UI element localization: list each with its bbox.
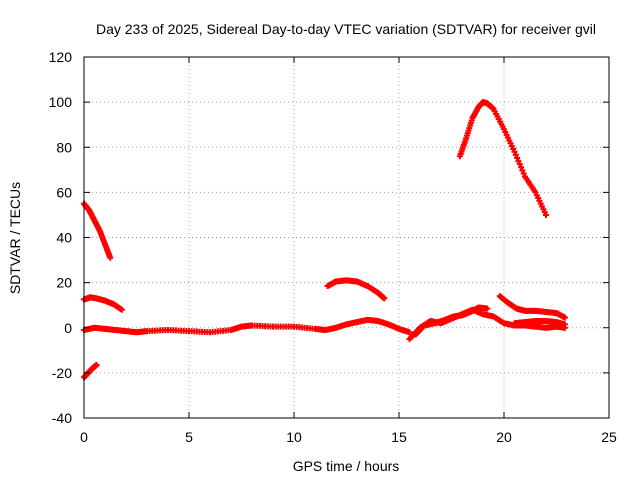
series-arc-start-mid bbox=[81, 294, 125, 313]
y-tick-label: 100 bbox=[49, 94, 73, 110]
series-arc-peak bbox=[456, 99, 549, 218]
axis-ticks: 0 5 10 15 20 25 -40 -20 0 20 40 60 80 100 120 bbox=[49, 49, 617, 445]
data-point bbox=[519, 167, 526, 174]
series-arc-evening-low bbox=[511, 317, 568, 328]
y-tick-label: -40 bbox=[52, 410, 72, 426]
data-point bbox=[516, 161, 523, 168]
chart-title: Day 233 of 2025, Sidereal Day-to-day VTE… bbox=[96, 21, 596, 37]
data-point bbox=[93, 361, 100, 368]
y-tick-label: 0 bbox=[64, 320, 72, 336]
x-tick-label: 20 bbox=[496, 429, 512, 445]
y-axis-label: SDTVAR / TECUs bbox=[7, 182, 23, 294]
series-arc-start-high bbox=[81, 200, 114, 261]
y-tick-label: 120 bbox=[49, 49, 73, 65]
x-tick-label: 25 bbox=[601, 429, 617, 445]
data-point bbox=[118, 306, 125, 313]
y-tick-label: 60 bbox=[56, 184, 72, 200]
data-point bbox=[484, 305, 491, 312]
data-point bbox=[518, 164, 525, 171]
series-arc-midday bbox=[324, 277, 388, 302]
series-arc-evening bbox=[496, 293, 568, 321]
x-axis-label: GPS time / hours bbox=[293, 458, 400, 474]
data-point bbox=[515, 158, 522, 165]
y-tick-label: 80 bbox=[56, 139, 72, 155]
data-point bbox=[107, 254, 114, 261]
data-markers bbox=[81, 99, 568, 381]
data-point bbox=[520, 170, 527, 177]
x-tick-label: 5 bbox=[185, 429, 193, 445]
series-arc-afternoon-b bbox=[412, 304, 491, 338]
data-point bbox=[561, 314, 568, 321]
data-point bbox=[543, 211, 549, 218]
x-tick-label: 10 bbox=[286, 429, 302, 445]
data-point bbox=[511, 148, 518, 155]
x-tick-label: 0 bbox=[80, 429, 88, 445]
data-point bbox=[561, 321, 568, 328]
data-point bbox=[406, 329, 413, 336]
y-tick-label: 20 bbox=[56, 275, 72, 291]
grid-lines bbox=[84, 57, 609, 418]
series-arc-start-neg bbox=[81, 361, 100, 381]
data-point bbox=[514, 154, 521, 161]
data-point bbox=[381, 295, 388, 302]
y-tick-label: 40 bbox=[56, 230, 72, 246]
series-arc-main-baseline bbox=[81, 316, 413, 336]
x-tick-label: 15 bbox=[391, 429, 407, 445]
y-tick-label: -20 bbox=[52, 365, 72, 381]
data-point bbox=[512, 151, 519, 158]
